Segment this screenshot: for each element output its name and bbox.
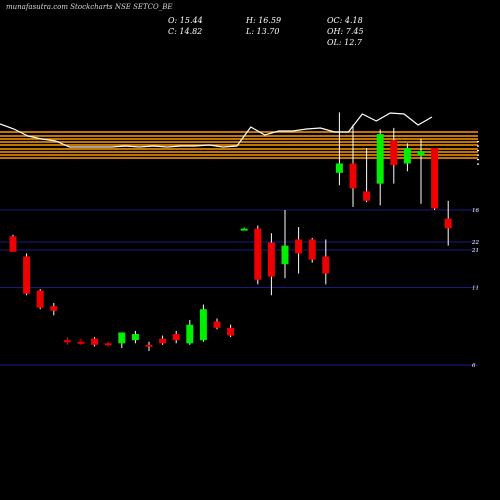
candle-grid	[0, 209, 478, 366]
candle	[172, 330, 180, 344]
title-text: Stockcharts NSE SETCO_BE	[70, 3, 173, 11]
candle	[159, 335, 167, 345]
y-axis-ticks: 22 21 16 11 6	[471, 208, 479, 369]
candle	[308, 237, 316, 263]
candle-body	[63, 340, 71, 343]
candle-body	[390, 140, 398, 166]
candle	[349, 124, 357, 207]
candle	[417, 138, 425, 204]
price-line	[0, 112, 433, 148]
high-value: H: 16.59	[246, 16, 282, 25]
candle	[50, 303, 58, 316]
candle	[295, 227, 303, 274]
watermark-text: munafasutra.com	[6, 3, 69, 11]
candle-body	[335, 163, 343, 173]
candle	[91, 337, 99, 347]
candle-body	[240, 228, 248, 231]
close-value: C: 14.82	[168, 27, 203, 36]
candle-body	[363, 191, 371, 201]
y-tick-label: 22	[471, 240, 479, 246]
candle	[240, 227, 248, 231]
candle-body	[349, 163, 357, 189]
candlesticks	[9, 112, 452, 352]
level-tick	[477, 163, 479, 165]
candle	[9, 234, 17, 252]
candle-body	[131, 334, 139, 341]
candle	[254, 225, 262, 285]
candle	[281, 210, 289, 279]
candle-body	[118, 332, 126, 344]
candle-body	[91, 338, 99, 345]
candle	[77, 338, 85, 345]
low-value: L: 13.70	[246, 27, 280, 36]
candle	[104, 341, 112, 347]
candle	[267, 233, 275, 296]
candle	[23, 253, 31, 296]
candle	[213, 318, 221, 330]
y-tick-label: 6	[472, 363, 476, 369]
candle	[145, 341, 153, 352]
candle-body	[322, 256, 330, 274]
level-tick	[477, 150, 479, 152]
candle	[376, 129, 384, 206]
candle-body	[444, 218, 452, 229]
candle	[363, 148, 371, 203]
candle	[335, 112, 343, 186]
y-tick-label: 16	[472, 208, 479, 214]
candle-body	[213, 321, 221, 328]
candle-body	[159, 338, 167, 344]
candle	[322, 239, 330, 285]
candle-body	[403, 148, 411, 164]
candle-body	[376, 134, 384, 184]
candle-body	[9, 236, 17, 252]
candle	[444, 200, 452, 246]
candle	[403, 143, 411, 172]
level-tick	[477, 141, 479, 143]
y-tick-label: 21	[471, 248, 479, 254]
candle	[227, 324, 235, 338]
oh-value: OH: 7.45	[327, 27, 364, 36]
candle-body	[186, 324, 194, 344]
candle-body	[199, 309, 207, 341]
candle	[199, 304, 207, 342]
candle	[431, 148, 439, 210]
candle	[36, 289, 44, 310]
candle-body	[23, 256, 31, 294]
candle-body	[36, 290, 44, 308]
candle-body	[431, 148, 439, 209]
candle	[118, 332, 126, 348]
chart-title: munafasutra.com Stockcharts NSE SETCO_BE	[6, 3, 173, 11]
level-tick	[477, 145, 479, 147]
candle-body	[145, 344, 153, 347]
level-lines	[0, 131, 479, 165]
ol-value: OL: 12.7	[327, 38, 362, 47]
candle-body	[295, 239, 303, 254]
candle-body	[227, 327, 235, 336]
candle-body	[104, 343, 112, 346]
candle-body	[50, 306, 58, 311]
level-tick	[477, 154, 479, 156]
candle-body	[172, 334, 180, 341]
candle-body	[281, 245, 289, 265]
candle-body	[77, 341, 85, 344]
level-tick	[477, 159, 479, 161]
oc-value: OC: 4.18	[327, 16, 363, 25]
candle	[63, 337, 71, 345]
candle	[390, 127, 398, 184]
candle-body	[417, 151, 425, 156]
candle-body	[267, 242, 275, 277]
y-tick-label: 11	[472, 286, 479, 292]
candle	[186, 320, 194, 345]
candle-body	[308, 239, 316, 260]
candle	[131, 330, 139, 344]
candle-body	[254, 228, 262, 280]
open-value: O: 15.44	[168, 16, 203, 25]
